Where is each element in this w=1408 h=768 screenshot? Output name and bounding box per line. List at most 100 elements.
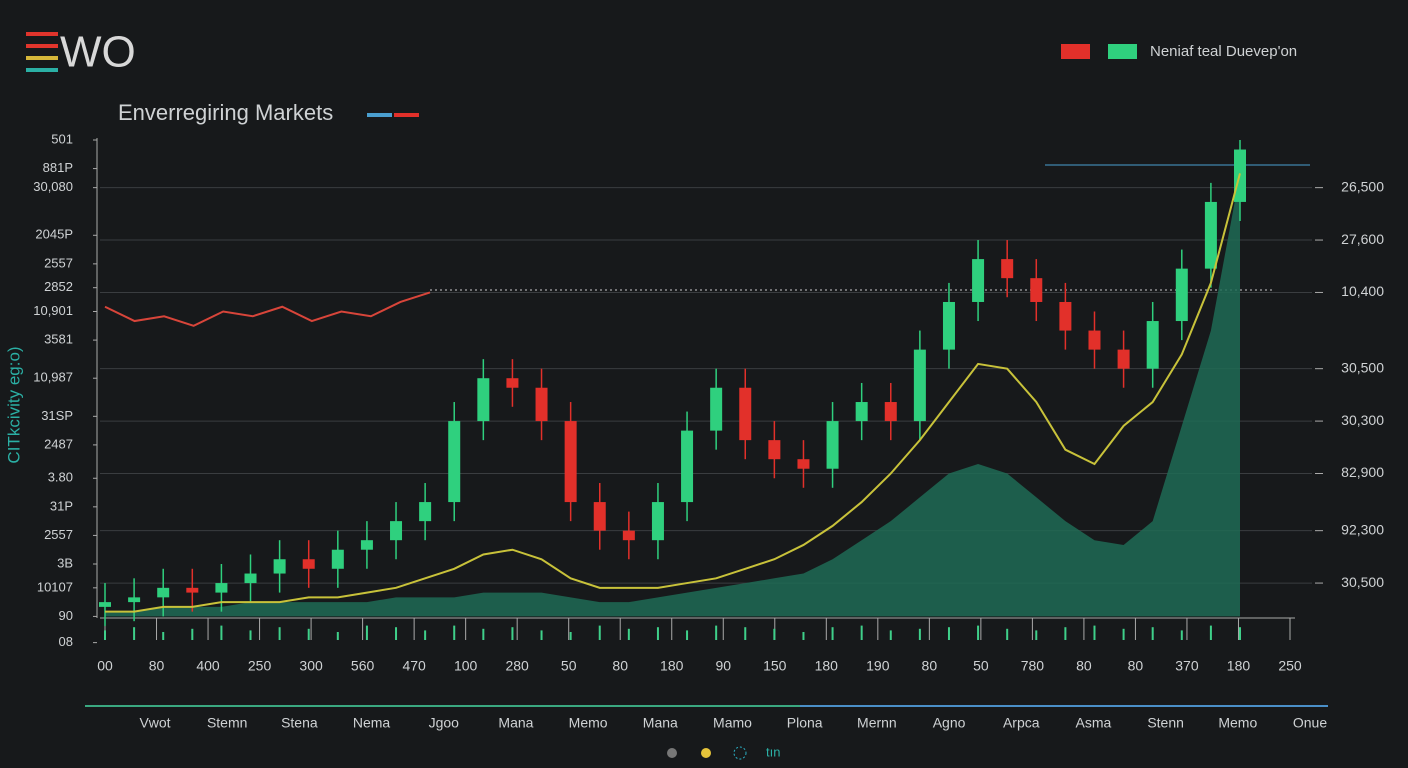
candle-body bbox=[1204, 201, 1217, 269]
x-tick-label: 90 bbox=[715, 658, 731, 674]
x-tick-label: 180 bbox=[815, 658, 839, 674]
volume-bar bbox=[1209, 625, 1212, 640]
candle-body bbox=[360, 540, 373, 550]
x-tick-label: 180 bbox=[1227, 658, 1251, 674]
y-tick-label: 08 bbox=[59, 634, 73, 649]
volume-bar bbox=[1064, 627, 1067, 640]
tab[interactable]: Arpca bbox=[1003, 715, 1040, 731]
candle-body bbox=[739, 387, 752, 441]
y2-tick-label: 27,600 bbox=[1341, 231, 1384, 247]
tab[interactable]: Agno bbox=[933, 715, 966, 731]
volume-bar bbox=[1122, 628, 1125, 640]
y-tick-label: 30,080 bbox=[33, 179, 73, 194]
tab[interactable]: Mernn bbox=[857, 715, 897, 731]
logo: WO bbox=[60, 28, 136, 77]
volume-bar bbox=[220, 625, 223, 640]
y-tick-label: 31P bbox=[50, 498, 73, 513]
volume-bar bbox=[540, 630, 543, 640]
footer-icon[interactable] bbox=[667, 748, 677, 758]
y-tick-label: 3B bbox=[57, 555, 73, 570]
candle-body bbox=[972, 259, 985, 302]
volume-bar bbox=[453, 625, 456, 640]
x-tick-label: 50 bbox=[561, 658, 577, 674]
x-tick-label: 100 bbox=[454, 658, 478, 674]
footer-icon[interactable] bbox=[701, 748, 711, 758]
candle-body bbox=[99, 602, 111, 607]
x-tick-label: 50 bbox=[973, 658, 989, 674]
x-tick-label: 80 bbox=[1076, 658, 1092, 674]
logo-bar bbox=[26, 68, 58, 72]
volume-bar bbox=[162, 632, 165, 640]
candle-body bbox=[1059, 301, 1072, 331]
tab[interactable]: Mana bbox=[498, 715, 533, 731]
candle-body bbox=[1088, 330, 1101, 350]
candle-body bbox=[1117, 349, 1130, 369]
volume-bar bbox=[133, 627, 136, 640]
overlay-line bbox=[104, 291, 431, 327]
y-tick-label: 3581 bbox=[44, 332, 73, 347]
y-tick-label: 90 bbox=[59, 608, 73, 623]
tab[interactable]: Mana bbox=[643, 715, 678, 731]
tab[interactable]: Plona bbox=[787, 715, 823, 731]
x-tick-label: 190 bbox=[866, 658, 890, 674]
moving-average bbox=[105, 173, 1241, 613]
candle-body bbox=[681, 430, 694, 503]
candle-body bbox=[186, 587, 199, 593]
tab[interactable]: Stenn bbox=[1147, 715, 1184, 731]
volume-bar bbox=[336, 632, 339, 640]
candle-body bbox=[913, 349, 926, 422]
volume-bar bbox=[104, 630, 106, 640]
y-tick-label: 501 bbox=[51, 131, 73, 146]
y-tick-label: 31SP bbox=[41, 408, 73, 423]
candle-body bbox=[768, 440, 781, 460]
volume-bar bbox=[482, 628, 485, 640]
candle-body bbox=[477, 378, 490, 422]
candle-body bbox=[448, 421, 461, 503]
footer-icon[interactable] bbox=[733, 746, 747, 760]
tab[interactable]: Asma bbox=[1076, 715, 1112, 731]
volume-bar bbox=[1093, 625, 1096, 640]
x-tick-label: 150 bbox=[763, 658, 787, 674]
y-tick-label: 881P bbox=[43, 160, 73, 175]
candle-body bbox=[942, 301, 955, 350]
volume-bar bbox=[424, 630, 427, 640]
legend-swatch bbox=[1061, 44, 1090, 59]
volume-bar bbox=[715, 625, 718, 640]
y-tick-label: 10,901 bbox=[33, 303, 73, 318]
candle-body bbox=[244, 573, 257, 584]
tab[interactable]: Vwot bbox=[139, 715, 170, 731]
candle-body bbox=[564, 421, 577, 503]
x-tick-label: 80 bbox=[149, 658, 165, 674]
volume-bar bbox=[802, 632, 805, 640]
tab[interactable]: Memo bbox=[569, 715, 608, 731]
y2-tick-label: 30,300 bbox=[1341, 412, 1384, 428]
tab[interactable]: Mamo bbox=[713, 715, 752, 731]
candle-body bbox=[506, 378, 519, 388]
volume-bar bbox=[365, 625, 368, 640]
y2-tick-label: 10,400 bbox=[1341, 283, 1384, 299]
tab[interactable]: Onue bbox=[1293, 715, 1327, 731]
footer-text: tın bbox=[766, 744, 780, 759]
volume-bar bbox=[860, 625, 863, 640]
y2-tick-label: 30,500 bbox=[1341, 574, 1384, 590]
tab[interactable]: Stemn bbox=[207, 715, 247, 731]
volume-bar bbox=[1035, 630, 1038, 640]
volume-bar bbox=[278, 627, 281, 640]
x-tick-label: 80 bbox=[922, 658, 938, 674]
candle-body bbox=[331, 549, 344, 569]
tab[interactable]: Jgoo bbox=[429, 715, 460, 731]
volume-bar bbox=[1180, 630, 1183, 640]
tab[interactable]: Nema bbox=[353, 715, 391, 731]
x-tick-label: 250 bbox=[248, 658, 272, 674]
logo-bar bbox=[26, 56, 58, 60]
candle-body bbox=[215, 583, 228, 593]
y2-tick-label: 30,500 bbox=[1341, 359, 1384, 375]
tab[interactable]: Memo bbox=[1218, 715, 1257, 731]
candle-body bbox=[797, 459, 810, 469]
candle-body bbox=[826, 421, 839, 469]
candle-body bbox=[273, 559, 286, 574]
tab[interactable]: Stena bbox=[281, 715, 318, 731]
y2-tick-label: 92,300 bbox=[1341, 521, 1384, 537]
volume-bar bbox=[918, 628, 921, 640]
volume-bar bbox=[831, 627, 834, 640]
